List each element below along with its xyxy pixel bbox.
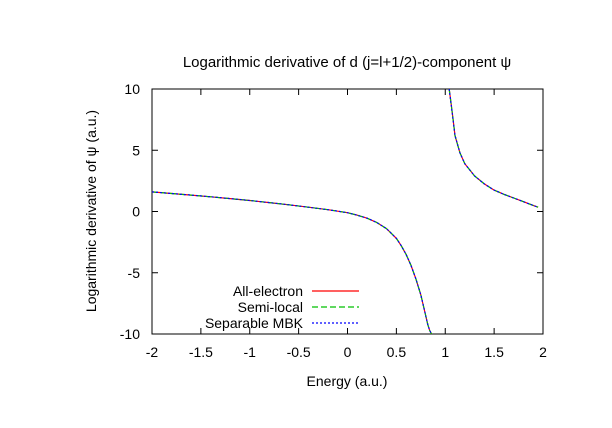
x-axis-label: Energy (a.u.) bbox=[307, 373, 388, 389]
x-tick-label: 1 bbox=[441, 344, 449, 360]
series-line-semi-local-1 bbox=[448, 89, 539, 208]
series-layer bbox=[152, 89, 539, 334]
chart-title: Logarithmic derivative of d (j=l+1/2)-co… bbox=[183, 54, 511, 71]
y-tick-label: -10 bbox=[120, 326, 140, 342]
series-line-separable-mbk-1 bbox=[448, 89, 539, 208]
x-tick-label: 1.5 bbox=[484, 344, 504, 360]
series-clip-group bbox=[152, 89, 539, 334]
series-line-all-electron-1 bbox=[448, 89, 539, 208]
axis-ticks: -2 -1.5 -1 -0.5 0 0.5 1 1.5 2 10 5 0 -5 -10 bbox=[120, 81, 547, 360]
y-axis-label: Logarithmic derivative of ψ (a.u.) bbox=[83, 110, 99, 312]
x-tick-label: 2 bbox=[539, 344, 547, 360]
y-tick-label: 5 bbox=[132, 142, 140, 158]
legend-label: Semi-local bbox=[238, 299, 303, 315]
x-tick-label: -1 bbox=[244, 344, 257, 360]
y-tick-label: 0 bbox=[132, 204, 140, 220]
plot-frame bbox=[151, 88, 544, 335]
x-tick-label: -1.5 bbox=[189, 344, 213, 360]
y-tick-label: 10 bbox=[124, 81, 140, 97]
x-tick-label: -0.5 bbox=[287, 344, 311, 360]
legend-label: All-electron bbox=[233, 283, 303, 299]
x-tick-label: 0 bbox=[344, 344, 352, 360]
x-tick-label: -2 bbox=[146, 344, 159, 360]
legend-label: Separable MBK bbox=[205, 315, 304, 331]
series-line-separable-mbk-0 bbox=[152, 191, 433, 334]
y-tick-label: -5 bbox=[128, 265, 141, 281]
x-tick-label: 0.5 bbox=[387, 344, 407, 360]
